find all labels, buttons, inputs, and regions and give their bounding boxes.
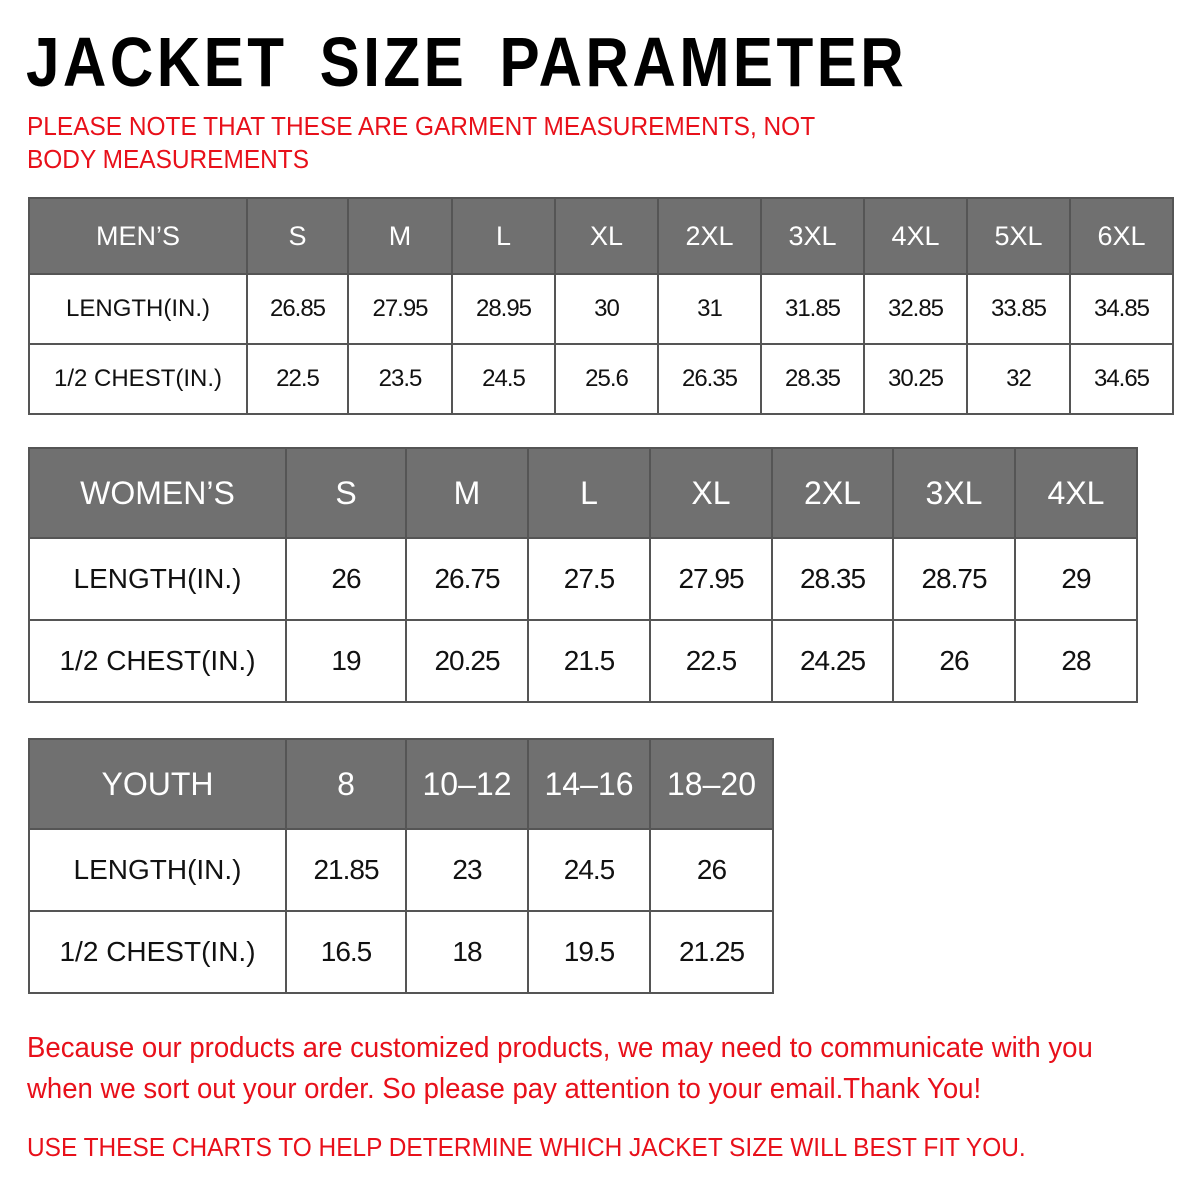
table-header-row: YOUTH 8 10–12 14–16 18–20 <box>28 738 774 830</box>
table-row: 1/2 CHEST(IN.) 22.5 23.5 24.5 25.6 26.35 28.35… <box>28 343 1174 415</box>
size-header: S <box>285 447 407 539</box>
size-header: XL <box>649 447 773 539</box>
measurement-value: 31.85 <box>760 273 865 345</box>
measurement-value: 19 <box>285 619 407 703</box>
measurement-value: 22.5 <box>246 343 349 415</box>
table-category-header: YOUTH <box>28 738 287 830</box>
measurement-label: 1/2 CHEST(IN.) <box>28 910 287 994</box>
measurement-value: 28.75 <box>892 537 1016 621</box>
measurement-value: 28.35 <box>771 537 894 621</box>
size-header: 5XL <box>966 197 1071 275</box>
table-row: LENGTH(IN.) 21.85 23 24.5 26 <box>28 828 774 912</box>
measurement-value: 22.5 <box>649 619 773 703</box>
measurement-value: 27.5 <box>527 537 651 621</box>
size-chart-footer: USE THESE CHARTS TO HELP DETERMINE WHICH… <box>27 1132 1026 1162</box>
measurement-value: 28 <box>1014 619 1138 703</box>
measurement-value: 16.5 <box>285 910 407 994</box>
customization-notice: Because our products are customized prod… <box>27 1032 1093 1105</box>
youth-size-table: YOUTH 8 10–12 14–16 18–20 LENGTH(IN.) 21.85 23 2… <box>28 738 774 994</box>
measurement-value: 27.95 <box>649 537 773 621</box>
size-header: 4XL <box>863 197 968 275</box>
page-title: JACKET SIZE PARAMETER <box>26 23 908 101</box>
measurement-value: 29 <box>1014 537 1138 621</box>
measurement-value: 26.35 <box>657 343 762 415</box>
table-row: 1/2 CHEST(IN.) 19 20.25 21.5 22.5 24.25 26 28 <box>28 619 1138 703</box>
measurement-value: 19.5 <box>527 910 651 994</box>
measurement-value: 18 <box>405 910 529 994</box>
size-header: 2XL <box>771 447 894 539</box>
size-header: 14–16 <box>527 738 651 830</box>
measurement-value: 21.85 <box>285 828 407 912</box>
size-header: 8 <box>285 738 407 830</box>
size-header: 3XL <box>760 197 865 275</box>
size-header: 2XL <box>657 197 762 275</box>
measurement-value: 30 <box>554 273 659 345</box>
size-header: 10–12 <box>405 738 529 830</box>
size-header: L <box>527 447 651 539</box>
measurement-label: LENGTH(IN.) <box>28 828 287 912</box>
measurement-value: 24.5 <box>527 828 651 912</box>
table-category-header: MEN’S <box>28 197 248 275</box>
size-header: M <box>347 197 453 275</box>
table-row: LENGTH(IN.) 26 26.75 27.5 27.95 28.35 28.75 29 <box>28 537 1138 621</box>
measurement-value: 30.25 <box>863 343 968 415</box>
garment-measurement-note: PLEASE NOTE THAT THESE ARE GARMENT MEASU… <box>27 111 815 174</box>
measurement-value: 31 <box>657 273 762 345</box>
size-header: 4XL <box>1014 447 1138 539</box>
table-header-row: WOMEN’S S M L XL 2XL 3XL 4XL <box>28 447 1138 539</box>
measurement-value: 28.95 <box>451 273 556 345</box>
measurement-value: 26 <box>892 619 1016 703</box>
size-header: 6XL <box>1069 197 1174 275</box>
table-row: LENGTH(IN.) 26.85 27.95 28.95 30 31 31.85 32.85… <box>28 273 1174 345</box>
measurement-value: 34.85 <box>1069 273 1174 345</box>
measurement-value: 25.6 <box>554 343 659 415</box>
measurement-value: 21.25 <box>649 910 774 994</box>
measurement-value: 27.95 <box>347 273 453 345</box>
mens-size-table: MEN’S S M L XL 2XL 3XL 4XL 5XL 6XL LENGTH(IN.) 26.8… <box>28 197 1174 415</box>
measurement-value: 32.85 <box>863 273 968 345</box>
measurement-value: 23 <box>405 828 529 912</box>
measurement-value: 24.25 <box>771 619 894 703</box>
size-header: 18–20 <box>649 738 774 830</box>
measurement-value: 28.35 <box>760 343 865 415</box>
size-header: 3XL <box>892 447 1016 539</box>
table-category-header: WOMEN’S <box>28 447 287 539</box>
size-header: S <box>246 197 349 275</box>
measurement-label: LENGTH(IN.) <box>28 273 248 345</box>
size-header: XL <box>554 197 659 275</box>
table-row: 1/2 CHEST(IN.) 16.5 18 19.5 21.25 <box>28 910 774 994</box>
measurement-value: 26.85 <box>246 273 349 345</box>
measurement-value: 26.75 <box>405 537 529 621</box>
measurement-value: 21.5 <box>527 619 651 703</box>
measurement-value: 34.65 <box>1069 343 1174 415</box>
measurement-value: 23.5 <box>347 343 453 415</box>
measurement-label: LENGTH(IN.) <box>28 537 287 621</box>
size-header: L <box>451 197 556 275</box>
measurement-label: 1/2 CHEST(IN.) <box>28 619 287 703</box>
measurement-label: 1/2 CHEST(IN.) <box>28 343 248 415</box>
measurement-value: 24.5 <box>451 343 556 415</box>
size-header: M <box>405 447 529 539</box>
measurement-value: 26 <box>649 828 774 912</box>
measurement-value: 20.25 <box>405 619 529 703</box>
table-header-row: MEN’S S M L XL 2XL 3XL 4XL 5XL 6XL <box>28 197 1174 275</box>
measurement-value: 32 <box>966 343 1071 415</box>
measurement-value: 33.85 <box>966 273 1071 345</box>
measurement-value: 26 <box>285 537 407 621</box>
womens-size-table: WOMEN’S S M L XL 2XL 3XL 4XL LENGTH(IN.) 26 26.75 2… <box>28 447 1138 703</box>
